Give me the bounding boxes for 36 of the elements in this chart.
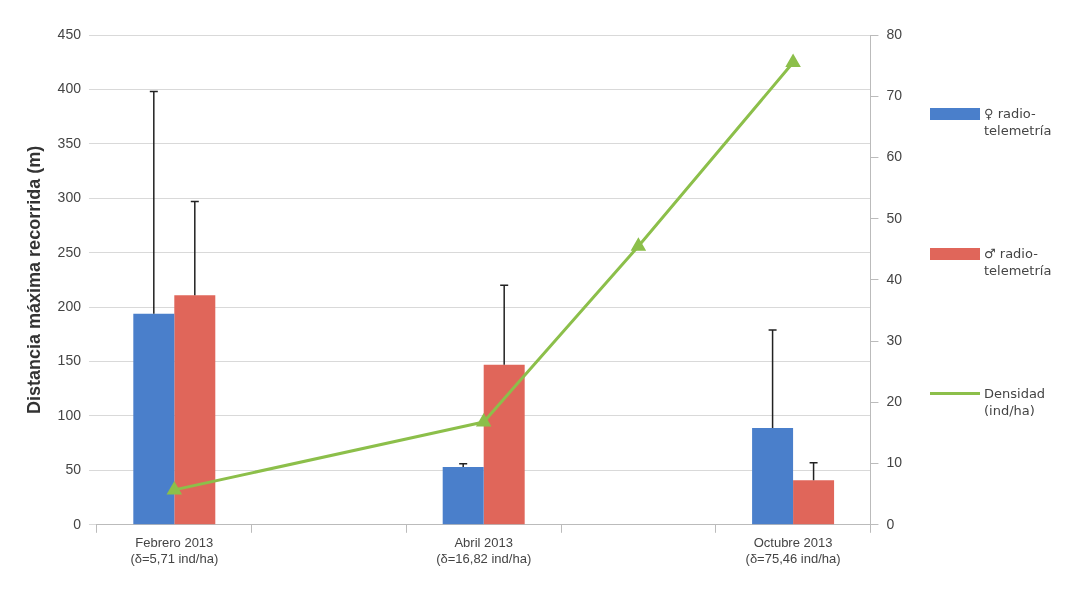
legend-label: Densidad (ind/ha) [984, 385, 1047, 419]
y-tick-label: 0 [73, 515, 82, 532]
y-tick-label: 350 [57, 134, 82, 151]
point [477, 414, 491, 427]
legend-label: ♀ radio-telemetría [984, 105, 1053, 139]
y-tick-label: 100 [57, 406, 82, 423]
y-tick-label: 450 [57, 25, 82, 42]
y2-tick-label: 0 [886, 515, 895, 532]
y-axis-title: Distancia máxima recorrida (m) [23, 145, 44, 414]
y-tick-label: 50 [65, 461, 82, 478]
y2-tick-label: 40 [886, 270, 903, 287]
bar [483, 364, 525, 525]
point [786, 55, 800, 68]
bar [752, 427, 794, 525]
bar [442, 467, 484, 525]
bar [793, 480, 835, 525]
x-tick-label: Abril 2013 (δ=16,82 ind/ha) [436, 535, 532, 566]
x-tick-label: Octubre 2013 (δ=75,46 ind/ha) [745, 535, 841, 566]
point [167, 482, 181, 495]
y2-tick-label: 50 [886, 209, 903, 226]
bar [133, 313, 175, 525]
y-tick-label: 300 [57, 189, 82, 206]
y2-tick-label: 60 [886, 148, 903, 165]
bar [174, 295, 216, 525]
y2-tick-label: 30 [886, 331, 903, 348]
legend-label: ♂ radio-telemetría [984, 245, 1053, 279]
y2-tick-label: 80 [886, 25, 903, 42]
point [631, 238, 646, 251]
y2-tick-label: 20 [886, 393, 903, 410]
y-tick-label: 150 [57, 352, 82, 369]
y2-tick-label: 70 [886, 87, 903, 104]
y-tick-label: 200 [57, 297, 82, 314]
y-tick-label: 400 [57, 80, 82, 97]
x-tick-label: Febrero 2013 (δ=5,71 ind/ha) [130, 535, 219, 566]
y-tick-label: 250 [57, 243, 82, 260]
y2-tick-label: 10 [886, 454, 903, 471]
